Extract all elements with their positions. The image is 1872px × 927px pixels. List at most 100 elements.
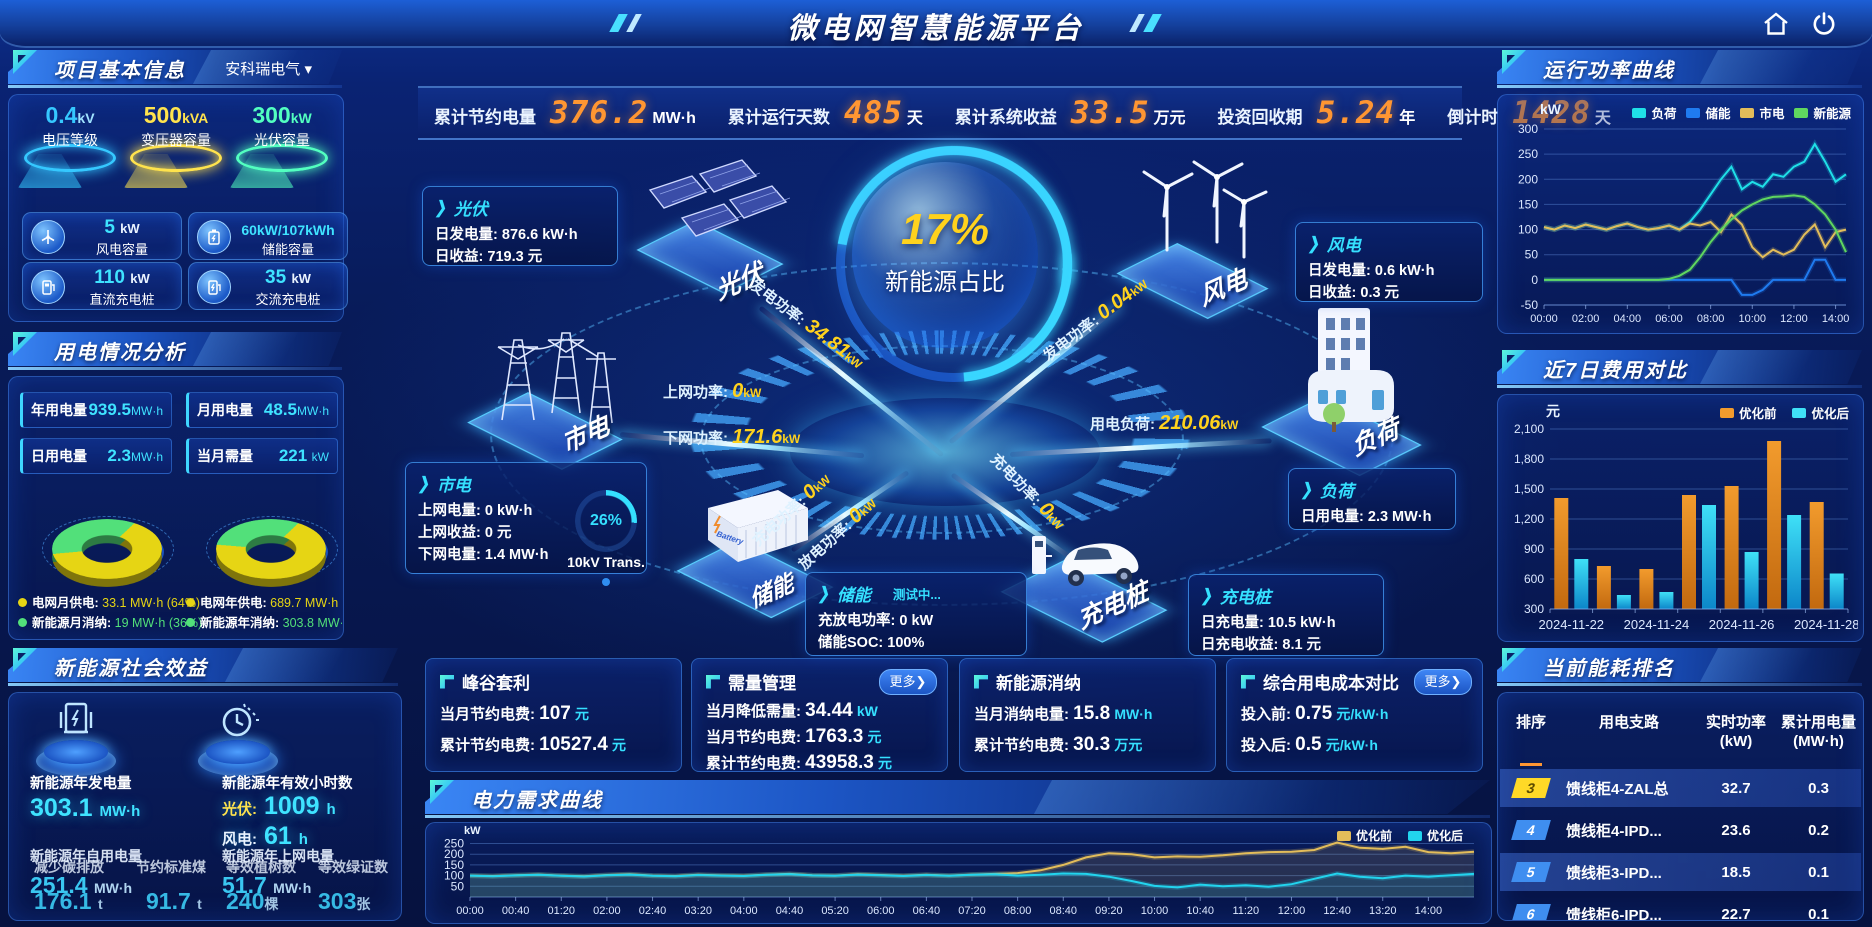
- benefit-pv-key: 光伏:: [222, 801, 257, 818]
- chip-label: 储能容量: [261, 242, 314, 257]
- card-demand-management: 需量管理 更多❯ 当月降低需量: 34.44 kW 当月节约电费: 1763.3…: [691, 658, 948, 773]
- panel-title: 近7日费用对比: [1543, 360, 1689, 382]
- rank-badge: 6: [1511, 904, 1551, 920]
- kpi-unit: MW·h: [652, 110, 696, 127]
- legend-item[interactable]: 优化前: [1719, 403, 1776, 422]
- legend-item[interactable]: 负荷: [1632, 103, 1676, 122]
- card-peak-valley-arbitrage: 峰谷套利 当月节约电费: 107 元 累计节约电费: 10527.4 元: [425, 658, 682, 772]
- flow-grid-down: 下网功率: 171.6kW: [663, 426, 801, 448]
- home-icon[interactable]: [1760, 10, 1792, 38]
- y-axis-unit: 元: [1546, 403, 1560, 419]
- benefit-gen-label: 新能源年发电量: [30, 776, 132, 792]
- demand-legend: 优化前 优化后: [1336, 827, 1463, 844]
- stat-unit: MW·h: [131, 404, 163, 418]
- rank-table-header: 排序 用电支路 实时功率 (kW) 累计用电量 (MW·h): [1515, 714, 1856, 750]
- legend-item[interactable]: 新能源: [1794, 103, 1851, 122]
- stat-label: 日用电量: [31, 448, 87, 464]
- panel-rank-header: 当前能耗排名: [1497, 648, 1862, 688]
- kpi-revenue: 累计系统收益 33.5 万元: [939, 95, 1202, 131]
- legend-item[interactable]: 优化后: [1792, 403, 1849, 422]
- storage-info-card: ❯ 储能 测试中... 充放电功率: 0 kW 储能SOC: 100%: [805, 572, 1027, 656]
- svg-text:01:20: 01:20: [548, 905, 576, 917]
- battery-icon: [197, 220, 231, 254]
- table-row[interactable]: 5 馈线柜3-IPD... 18.5 0.1: [1500, 853, 1861, 891]
- kpi-value: 33.5: [1070, 95, 1150, 131]
- legend-item[interactable]: 储能: [1686, 103, 1730, 122]
- chip-unit: kW: [120, 221, 140, 236]
- stat-label: 年用电量: [31, 402, 87, 418]
- chip-value: 110: [94, 267, 125, 288]
- gauge-value: 26%: [589, 512, 623, 529]
- kpi-unit: 年: [1399, 110, 1416, 127]
- rank-badge: 4: [1511, 820, 1551, 840]
- more-button[interactable]: 更多❯: [879, 669, 937, 695]
- kpi-saved-energy: 累计节约电量 376.2 MW·h: [418, 95, 712, 131]
- svg-text:06:00: 06:00: [1655, 313, 1683, 325]
- table-row[interactable]: 6 馈线柜6-IPD... 22.7 0.1: [1500, 895, 1861, 920]
- kpi-countdown: 倒计时 1428 天: [1431, 95, 1627, 131]
- svg-text:1,800: 1,800: [1514, 452, 1544, 466]
- svg-text:06:00: 06:00: [867, 905, 895, 917]
- ev-car-icon: [1032, 536, 1139, 586]
- svg-text:50: 50: [451, 879, 465, 893]
- panel-title: 当前能耗排名: [1543, 658, 1675, 680]
- svg-text:10:40: 10:40: [1186, 905, 1214, 917]
- card-corner-icon: [974, 674, 988, 689]
- svg-text:14:00: 14:00: [1822, 313, 1850, 325]
- header-right-decoration: [1129, 14, 1250, 32]
- card-renewable-consumption: 新能源消纳 当月消纳电量: 15.8 MW·h 累计节约电费: 30.3 万元: [959, 658, 1216, 772]
- benefit-pv-hours: 1009: [263, 792, 320, 820]
- panel-title: 运行功率曲线: [1543, 60, 1675, 82]
- power-station-icon: [59, 702, 93, 734]
- svg-text:250: 250: [444, 837, 464, 851]
- arrow-icon: ❯: [1308, 233, 1319, 253]
- company-dropdown[interactable]: 安科瑞电气 ▾: [225, 58, 312, 79]
- svg-text:04:40: 04:40: [776, 905, 804, 917]
- month-supply-donut: [42, 486, 174, 587]
- center-sphere: [852, 162, 1038, 348]
- run-line-chart: -50 0 50 100 150 200 250 300 00:00 02:00 04:00 06:0…: [1500, 117, 1858, 329]
- stat-value: 221: [278, 446, 308, 465]
- svg-text:09:20: 09:20: [1095, 905, 1123, 917]
- kpi-value: 376.2: [550, 95, 649, 131]
- rank-badge: 3: [1511, 778, 1551, 798]
- svg-text:900: 900: [1524, 542, 1544, 556]
- svg-text:300: 300: [1524, 602, 1544, 616]
- kpi-run-days: 累计运行天数 485 天: [712, 95, 939, 131]
- arrow-icon: ❯: [818, 583, 829, 603]
- chip-unit: kW: [291, 271, 311, 286]
- svg-text:02:00: 02:00: [1572, 313, 1600, 325]
- panel-run: kW 负荷 储能 市电 新能源 -50 0 50 100 150 200 250 300 00:…: [1497, 94, 1864, 334]
- panel-run-header: 运行功率曲线: [1497, 50, 1862, 90]
- ac-charger-icon: [197, 270, 231, 304]
- svg-text:14:00: 14:00: [1415, 905, 1443, 917]
- legend-item[interactable]: 优化后: [1407, 827, 1463, 844]
- kpi-label: 累计系统收益: [954, 108, 1057, 127]
- svg-text:2024-11-24: 2024-11-24: [1624, 617, 1690, 632]
- benefit-hours-label: 新能源年有效小时数: [222, 776, 353, 792]
- panel-title: 电力需求曲线: [471, 790, 603, 812]
- kpi-unit: 天: [1595, 104, 1611, 128]
- stat-unit: MW·h: [131, 450, 163, 464]
- chip-label: 交流充电桩: [255, 292, 321, 307]
- arrow-icon: ❯: [418, 473, 429, 493]
- cone-value: 500: [143, 102, 183, 128]
- benefit-gen-unit: MW·h: [99, 803, 141, 820]
- svg-text:100: 100: [444, 869, 464, 883]
- panel-title: 项目基本信息: [54, 60, 186, 82]
- table-row[interactable]: 4 馈线柜4-IPD... 23.6 0.2: [1500, 811, 1861, 849]
- legend-item[interactable]: 优化前: [1336, 827, 1392, 844]
- svg-text:300: 300: [1518, 122, 1538, 136]
- kpi-payback: 投资回收期 5.24 年: [1202, 95, 1432, 131]
- power-icon[interactable]: [1808, 10, 1840, 38]
- panel-rank: 排序 用电支路 实时功率 (kW) 累计用电量 (MW·h) 3 馈线柜4-ZAL总…: [1497, 692, 1864, 921]
- kpi-value: 5.24: [1316, 95, 1396, 131]
- svg-text:00:40: 00:40: [502, 905, 530, 917]
- legend-item[interactable]: 市电: [1740, 103, 1784, 122]
- y-axis-unit: kW: [1540, 101, 1561, 117]
- stat-unit: kW: [311, 450, 329, 464]
- card-corner-icon: [1241, 674, 1255, 689]
- table-row[interactable]: 3 馈线柜4-ZAL总 32.7 0.3: [1500, 769, 1861, 807]
- more-button[interactable]: 更多❯: [1414, 669, 1472, 695]
- wind-info-card: ❯ 风电 日发电量: 0.6 kW·h 日收益: 0.3 元: [1295, 222, 1483, 302]
